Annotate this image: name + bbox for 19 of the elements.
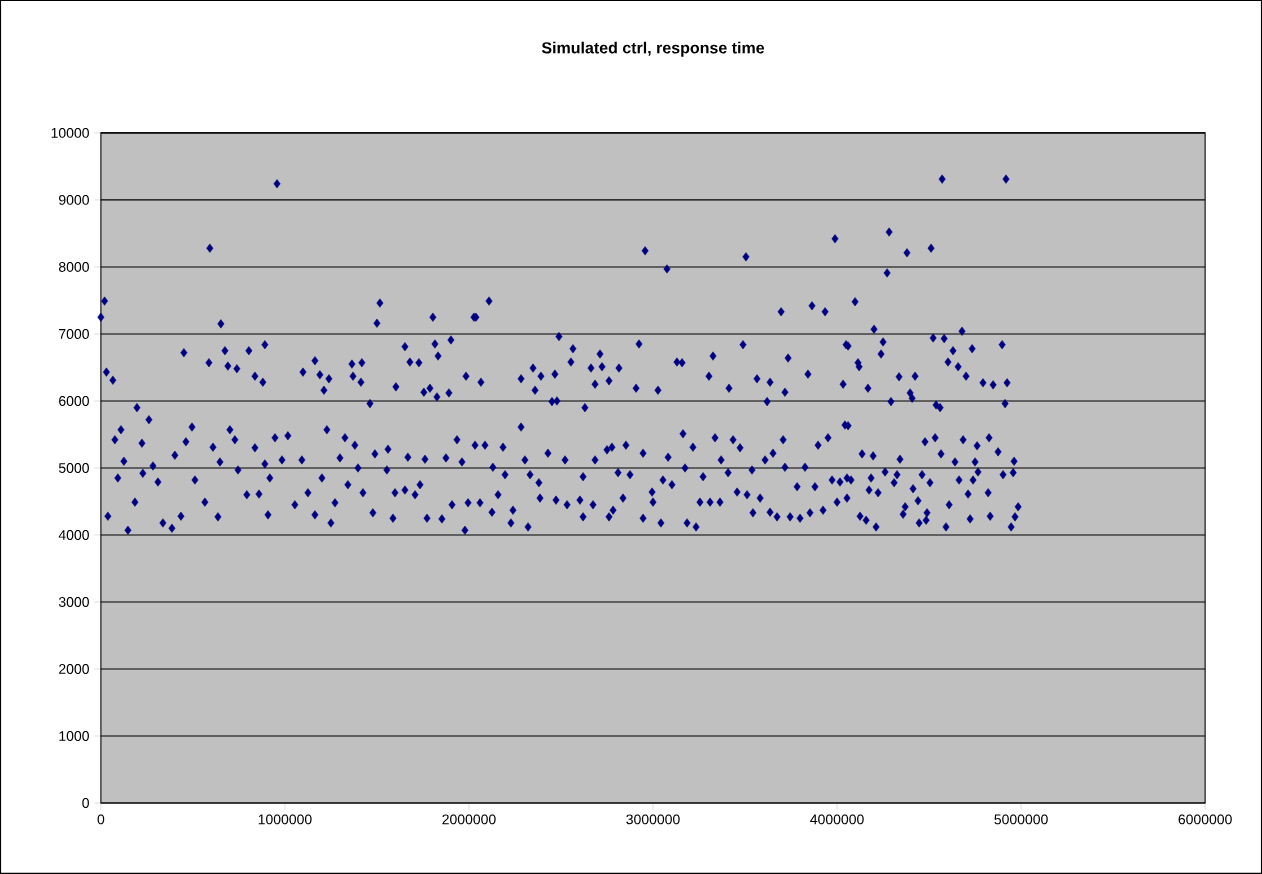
y-tick-label: 0 bbox=[82, 798, 89, 809]
chart-title: Simulated ctrl, response time bbox=[541, 41, 765, 57]
y-tick-label: 5000 bbox=[58, 463, 89, 473]
x-tick-label: 6000000 bbox=[1178, 814, 1232, 825]
x-tick-label: 0 bbox=[97, 814, 105, 825]
y-tick-label: 1000 bbox=[59, 731, 89, 742]
x-tick-label: 5000000 bbox=[994, 814, 1048, 825]
y-tick-label: 6000 bbox=[59, 396, 89, 406]
x-tick-label: 1000000 bbox=[258, 814, 312, 825]
x-tick-label: 3000000 bbox=[626, 814, 680, 825]
y-tick-label: 8000 bbox=[58, 262, 89, 272]
x-tick-label: 2000000 bbox=[442, 814, 496, 825]
x-tick-label: 4000000 bbox=[810, 814, 864, 825]
y-tick-label: 10000 bbox=[51, 127, 89, 138]
y-tick-label: 7000 bbox=[59, 329, 89, 339]
y-tick-label: 3000 bbox=[58, 597, 89, 607]
y-tick-label: 9000 bbox=[59, 195, 89, 205]
y-tick-label: 2000 bbox=[59, 664, 89, 675]
y-tick-label: 4000 bbox=[58, 530, 89, 540]
